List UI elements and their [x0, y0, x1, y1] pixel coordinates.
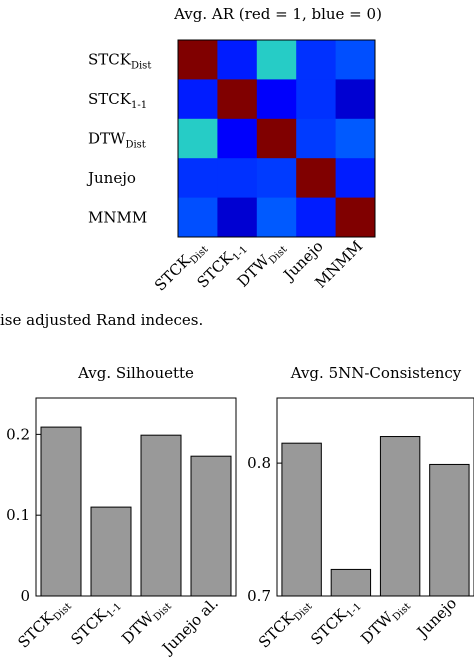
heatmap-cell [335, 40, 376, 80]
heatmap-frame [177, 39, 376, 238]
consistency-chart-title: Avg. 5NN-Consistency [290, 364, 462, 382]
heatmap-cell [178, 118, 218, 159]
heatmap-cell [296, 118, 337, 159]
x-tick-label: STCK1-1 [67, 594, 124, 651]
consistency-chart: Avg. 5NN-ConsistencySTCKDistSTCK1-1DTWDi… [247, 364, 474, 652]
x-tick-label: Junejo [412, 594, 460, 642]
y-tick-label: 0 [20, 587, 30, 605]
heatmap-cell [217, 79, 258, 120]
bar [281, 442, 322, 597]
heatmap-cell [256, 197, 297, 238]
heatmap-row-label: STCKDist [88, 51, 151, 72]
bar [90, 506, 132, 597]
heatmap-cell [217, 197, 258, 238]
heatmap-cell [178, 79, 218, 120]
heatmap-cell [217, 158, 258, 199]
bar [140, 434, 182, 597]
heatmap-cell [256, 40, 297, 80]
heatmap-row-label: DTWDist [88, 130, 146, 151]
heatmap-row-label: STCK1-1 [88, 90, 147, 111]
silhouette-chart-title: Avg. Silhouette [77, 364, 194, 382]
heatmap-cell [178, 197, 218, 238]
heatmap-cell [178, 158, 218, 199]
consistency-chart-frame [276, 397, 474, 597]
heatmap-title: Avg. AR (red = 1, blue = 0) [173, 5, 382, 23]
heatmap-cell [256, 79, 297, 120]
heatmap-cell [335, 118, 376, 159]
bar [190, 455, 232, 597]
silhouette-chart: Avg. SilhouetteSTCKDistSTCK1-1DTWDistJun… [6, 364, 237, 659]
x-tick-label: DTWDist [357, 594, 413, 650]
heatmap-cell [296, 79, 337, 120]
y-tick-label: 0.1 [6, 506, 30, 524]
heatmap-cell [178, 40, 218, 80]
heatmap-cell [335, 79, 376, 120]
y-tick-label: 0.2 [6, 425, 30, 443]
silhouette-chart-frame [35, 397, 237, 597]
heatmap-cell [256, 158, 297, 199]
heatmap-cell [217, 40, 258, 80]
heatmap-chart: Avg. AR (red = 1, blue = 0) STCKDist STCK1… [86, 5, 382, 295]
heatmap-cell [217, 118, 258, 159]
bar [330, 568, 372, 597]
y-tick-label: 0.7 [247, 587, 271, 605]
heatmap-row-label: MNMM [88, 208, 147, 226]
heatmap-cell [296, 158, 337, 199]
figure-caption: ise adjusted Rand indeces. [0, 311, 204, 329]
heatmap-row-label: Junejo [86, 169, 136, 187]
heatmap-cell [296, 40, 337, 80]
heatmap-cell [296, 197, 337, 238]
bar [379, 436, 421, 597]
bar [40, 426, 82, 597]
heatmap-cell [335, 158, 376, 199]
bar [429, 463, 470, 597]
heatmap-cell [256, 118, 297, 159]
x-tick-label: STCK1-1 [307, 594, 364, 651]
heatmap-cell [335, 197, 376, 238]
y-tick-label: 0.8 [247, 454, 271, 472]
